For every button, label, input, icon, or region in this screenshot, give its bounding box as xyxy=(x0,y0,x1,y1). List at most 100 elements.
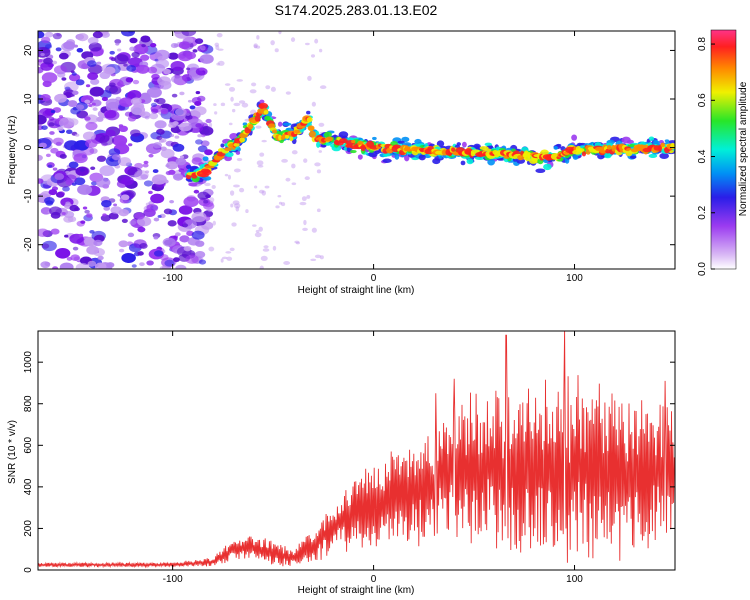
noise-blob xyxy=(170,75,183,84)
noise-speck xyxy=(299,201,307,206)
ridge-blob xyxy=(436,140,445,148)
noise-speck xyxy=(217,60,225,66)
noise-speck xyxy=(318,150,323,153)
noise-blob xyxy=(143,160,149,165)
noise-blob xyxy=(50,147,59,154)
ridge-blob xyxy=(466,158,474,165)
noise-blob xyxy=(172,143,185,152)
ridge-blob xyxy=(282,122,292,126)
noise-speck xyxy=(254,232,262,238)
noise-blob xyxy=(116,180,128,188)
noise-blob xyxy=(64,140,79,151)
noise-blob xyxy=(50,110,56,114)
spectrogram-y-label: Frequency (Hz) xyxy=(7,116,18,185)
noise-blob xyxy=(77,184,93,195)
noise-blob xyxy=(146,87,162,98)
noise-blob xyxy=(49,131,55,135)
x-tick-label: 0 xyxy=(371,574,377,585)
noise-blob xyxy=(129,46,136,52)
ridge-blob xyxy=(372,136,377,141)
noise-blob xyxy=(154,120,167,129)
noise-blob xyxy=(134,170,149,181)
noise-blob xyxy=(118,209,130,217)
ridge-blob xyxy=(487,158,495,166)
noise-blob xyxy=(167,52,179,60)
noise-blob xyxy=(192,49,198,53)
noise-blob xyxy=(129,220,137,226)
noise-blob xyxy=(195,240,205,247)
ridge-blob xyxy=(394,153,400,160)
y-tick-label: 1000 xyxy=(23,351,34,374)
ridge-blob xyxy=(418,154,426,161)
noise-blob xyxy=(86,60,97,67)
noise-speck xyxy=(278,201,283,205)
noise-speck xyxy=(303,219,307,226)
noise-blob xyxy=(180,220,186,225)
noise-blob xyxy=(165,164,170,168)
y-tick-label: 10 xyxy=(23,93,34,105)
noise-speck xyxy=(251,82,257,87)
ridge-blob xyxy=(462,141,467,148)
noise-blob xyxy=(43,57,53,65)
noise-blob xyxy=(102,213,107,217)
ridge-blob xyxy=(639,144,650,149)
ridge-blob xyxy=(258,102,269,110)
noise-speck xyxy=(232,200,240,206)
ridge-blob xyxy=(316,141,321,148)
noise-blob xyxy=(172,257,180,263)
noise-blob xyxy=(90,166,96,171)
noise-speck xyxy=(257,164,264,168)
noise-blob xyxy=(57,191,65,197)
noise-blob xyxy=(88,103,93,107)
noise-blob xyxy=(131,264,137,268)
ridge-blob xyxy=(577,148,585,153)
ridge-blob xyxy=(397,140,405,144)
noise-speck xyxy=(261,139,267,143)
ridge-blob xyxy=(205,165,215,169)
noise-blob xyxy=(86,245,99,255)
x-tick-label: 0 xyxy=(371,273,377,284)
noise-speck xyxy=(204,182,211,187)
noise-blob xyxy=(114,54,129,65)
ridge-blob xyxy=(357,154,363,160)
noise-blob xyxy=(55,247,71,259)
noise-blob xyxy=(108,148,121,157)
noise-blob xyxy=(80,220,86,224)
noise-blob xyxy=(38,228,49,237)
noise-blob xyxy=(139,242,148,249)
noise-blob xyxy=(41,125,48,130)
snr-x-ticks: -100 0 100 xyxy=(163,331,583,585)
noise-speck xyxy=(306,194,311,199)
ridge-blob xyxy=(435,150,444,155)
noise-blob xyxy=(59,262,74,269)
noise-blob xyxy=(178,41,191,50)
colorbar-gradient xyxy=(710,29,737,270)
noise-blob xyxy=(159,266,167,269)
noise-blob xyxy=(168,122,177,129)
noise-blob xyxy=(87,36,99,45)
noise-blob xyxy=(137,251,144,256)
noise-blob xyxy=(153,142,162,149)
noise-blob xyxy=(140,54,150,61)
noise-blob xyxy=(185,51,197,60)
noise-blob xyxy=(121,218,128,223)
noise-blob xyxy=(99,165,115,177)
noise-blob xyxy=(195,91,201,95)
noise-speck xyxy=(207,208,213,212)
ridge-blob xyxy=(188,182,198,187)
ridge-blob xyxy=(278,134,283,141)
noise-blob xyxy=(203,199,209,204)
ridge-blob xyxy=(670,142,675,150)
noise-blob xyxy=(148,153,154,158)
noise-blob xyxy=(197,134,203,138)
noise-blob xyxy=(84,116,91,121)
ridge-blob xyxy=(664,139,670,143)
noise-speck xyxy=(258,189,265,194)
x-tick-label: -100 xyxy=(163,273,183,284)
noise-speck xyxy=(305,42,310,46)
noise-blob xyxy=(47,164,53,168)
noise-speck xyxy=(314,162,321,167)
noise-speck xyxy=(294,240,300,244)
snr-frame xyxy=(37,330,676,571)
